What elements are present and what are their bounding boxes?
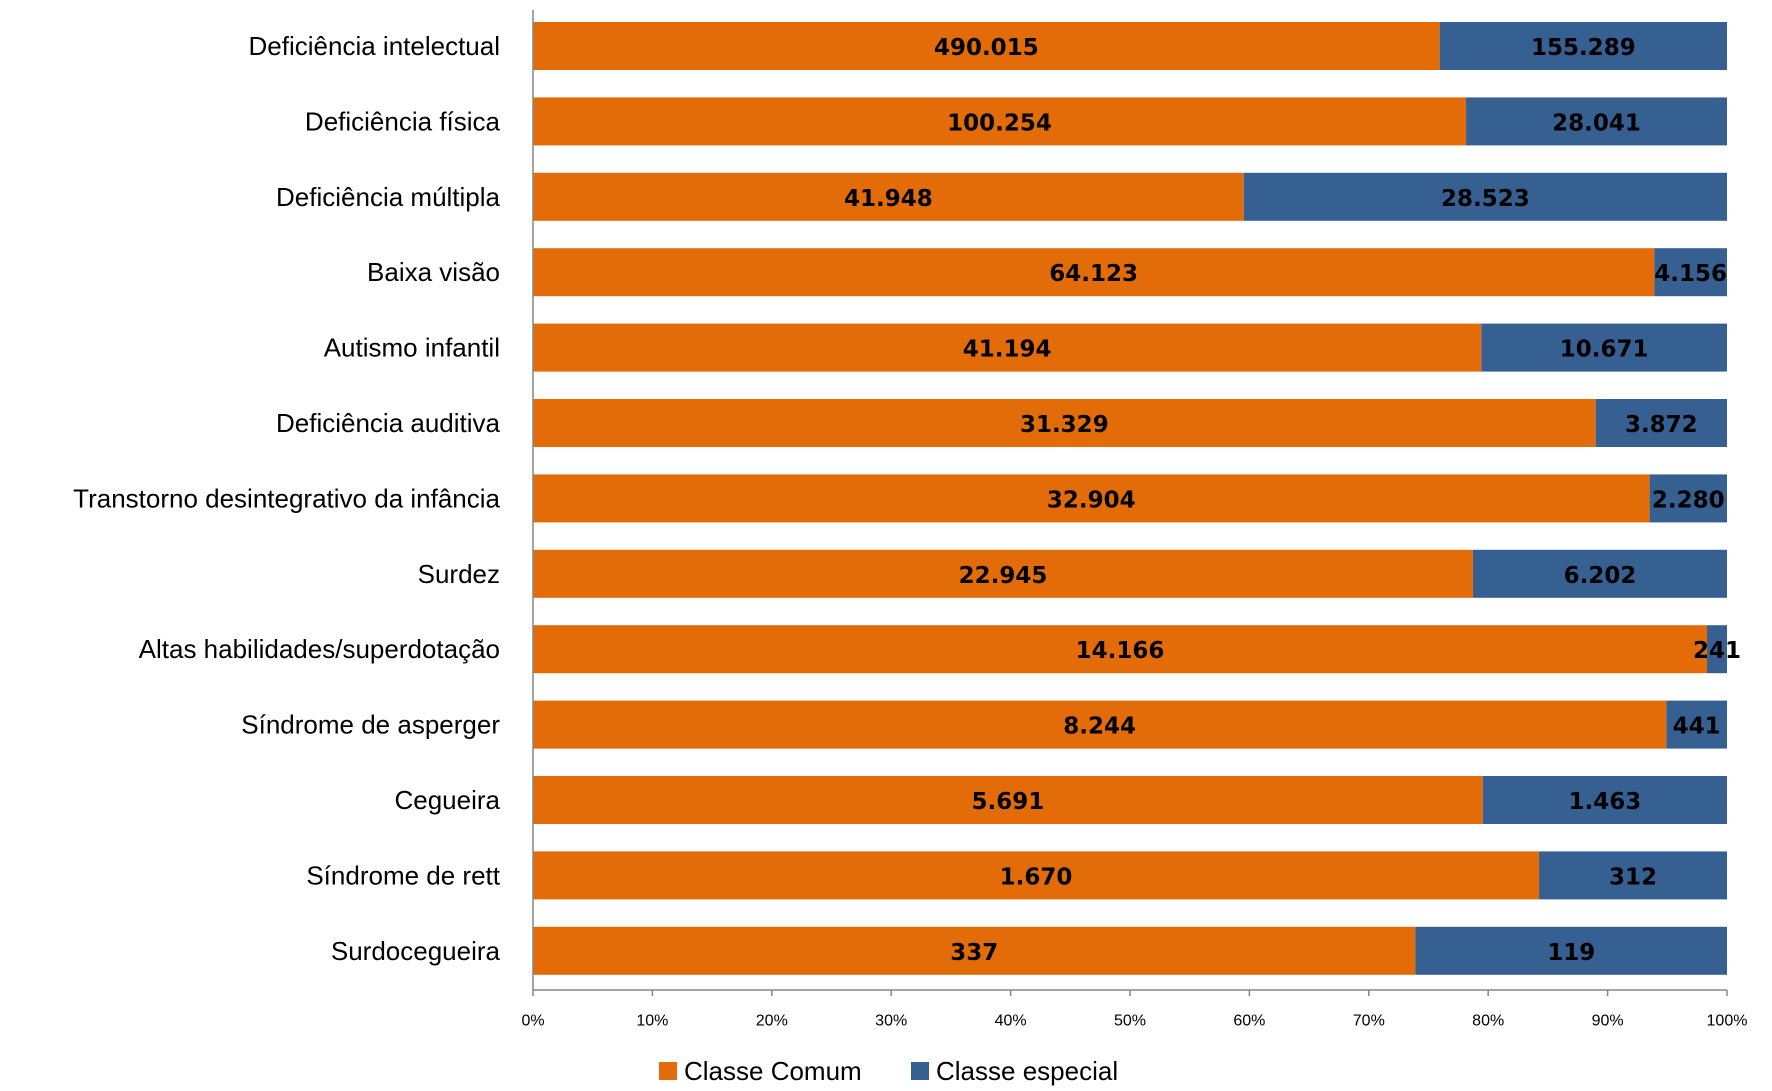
category-label-deficiencia-multipla: Deficiência múltipla bbox=[276, 182, 501, 212]
x-tick-label-1: 10% bbox=[636, 1013, 668, 1030]
category-label-baixa-visao: Baixa visão bbox=[367, 257, 500, 287]
x-tick-label-0: 0% bbox=[521, 1013, 544, 1030]
bar-classe-comum-deficiencia-multipla bbox=[533, 172, 1244, 221]
data-label-classe-comum-surdocegueira: 337 bbox=[950, 940, 998, 966]
bar-classe-especial-surdocegueira bbox=[1415, 926, 1727, 975]
bar-classe-especial-deficiencia-auditiva bbox=[1595, 399, 1727, 447]
legend-swatch-classe-comum bbox=[659, 1062, 677, 1080]
category-label-surdez: Surdez bbox=[418, 559, 500, 589]
x-tick-label-10: 100% bbox=[1707, 1013, 1748, 1030]
data-label-classe-especial-surdocegueira: 119 bbox=[1547, 940, 1595, 966]
bar-classe-comum-deficiencia-fisica bbox=[533, 97, 1467, 146]
data-label-classe-especial-surdez: 6.202 bbox=[1564, 563, 1637, 589]
bar-classe-especial-deficiencia-fisica bbox=[1466, 97, 1727, 146]
category-label-sindrome-de-asperger: Síndrome de asperger bbox=[241, 710, 500, 740]
data-label-classe-comum-autismo-infantil: 41.194 bbox=[963, 337, 1052, 363]
bar-classe-comum-altas-habilidades-superdotacao bbox=[533, 625, 1708, 674]
legend-label-classe-comum: Classe Comum bbox=[684, 1056, 862, 1086]
bar-classe-especial-deficiencia-intelectual bbox=[1439, 22, 1727, 70]
data-label-classe-comum-surdez: 22.945 bbox=[959, 563, 1048, 589]
bars bbox=[533, 22, 1727, 975]
x-tick-label-6: 60% bbox=[1233, 1013, 1265, 1030]
data-label-classe-especial-sindrome-de-asperger: 441 bbox=[1673, 714, 1721, 740]
data-label-classe-especial-cegueira: 1.463 bbox=[1569, 789, 1642, 815]
x-tick-label-7: 70% bbox=[1353, 1013, 1385, 1030]
data-label-classe-comum-deficiencia-fisica: 100.254 bbox=[947, 110, 1052, 136]
category-label-deficiencia-intelectual: Deficiência intelectual bbox=[249, 31, 500, 61]
data-label-classe-comum-altas-habilidades-superdotacao: 14.166 bbox=[1076, 638, 1165, 664]
x-tick-label-9: 90% bbox=[1592, 1013, 1624, 1030]
bar-classe-comum-surdocegueira bbox=[533, 926, 1416, 975]
bar-classe-comum-sindrome-de-asperger bbox=[533, 700, 1667, 749]
legend-swatch-classe-especial bbox=[911, 1062, 929, 1080]
x-axis-ticks: 0% 10% 20% 30% 40% 50% 60% 70% 80% 90% 100% bbox=[521, 990, 1747, 1030]
x-tick-label-4: 40% bbox=[995, 1013, 1027, 1030]
data-label-classe-especial-autismo-infantil: 10.671 bbox=[1560, 337, 1649, 363]
x-tick-label-2: 20% bbox=[756, 1013, 788, 1030]
bar-classe-especial-transtorno-desintegrativo-da-infancia bbox=[1649, 474, 1727, 523]
category-label-altas-habilidades-superdotacao: Altas habilidades/superdotação bbox=[139, 634, 500, 664]
bar-classe-especial-cegueira bbox=[1482, 776, 1727, 824]
x-tick-label-8: 80% bbox=[1472, 1013, 1504, 1030]
bar-classe-especial-altas-habilidades-superdotacao bbox=[1707, 625, 1727, 674]
bar-classe-especial-baixa-visao bbox=[1654, 248, 1727, 297]
data-label-classe-especial-deficiencia-auditiva: 3.872 bbox=[1625, 412, 1698, 438]
x-tick-label-5: 50% bbox=[1114, 1013, 1146, 1030]
data-label-classe-comum-cegueira: 5.691 bbox=[972, 789, 1045, 815]
bar-classe-comum-sindrome-de-rett bbox=[533, 851, 1540, 900]
category-label-deficiencia-fisica: Deficiência física bbox=[305, 106, 501, 136]
category-label-surdocegueira: Surdocegueira bbox=[331, 936, 501, 966]
data-label-classe-comum-sindrome-de-asperger: 8.244 bbox=[1063, 714, 1136, 740]
x-tick-label-3: 30% bbox=[875, 1013, 907, 1030]
category-label-cegueira: Cegueira bbox=[394, 785, 500, 815]
category-label-sindrome-de-rett: Síndrome de rett bbox=[306, 860, 500, 890]
data-label-classe-especial-transtorno-desintegrativo-da-infancia: 2.280 bbox=[1652, 487, 1725, 513]
bar-classe-especial-autismo-infantil bbox=[1481, 323, 1727, 372]
legend-label-classe-especial: Classe especial bbox=[936, 1056, 1118, 1086]
bar-classe-comum-deficiencia-auditiva bbox=[533, 399, 1596, 447]
data-label-classe-especial-deficiencia-intelectual: 155.289 bbox=[1531, 35, 1636, 61]
category-label-autismo-infantil: Autismo infantil bbox=[324, 333, 500, 363]
category-labels: Deficiência intelectual Deficiência físic… bbox=[73, 31, 501, 966]
legend: Classe Comum Classe especial bbox=[659, 1056, 1118, 1086]
data-label-classe-especial-deficiencia-fisica: 28.041 bbox=[1552, 110, 1641, 136]
bar-classe-comum-surdez bbox=[533, 549, 1473, 598]
bar-classe-comum-cegueira bbox=[533, 776, 1483, 824]
bar-classe-especial-surdez bbox=[1472, 549, 1727, 598]
category-label-deficiencia-auditiva: Deficiência auditiva bbox=[276, 408, 501, 438]
data-label-classe-comum-deficiencia-intelectual: 490.015 bbox=[934, 35, 1039, 61]
data-label-classe-comum-transtorno-desintegrativo-da-infancia: 32.904 bbox=[1047, 487, 1136, 513]
bar-classe-especial-sindrome-de-asperger bbox=[1666, 700, 1727, 749]
data-label-classe-especial-deficiencia-multipla: 28.523 bbox=[1441, 186, 1530, 212]
bar-classe-especial-sindrome-de-rett bbox=[1539, 851, 1727, 900]
data-label-classe-comum-sindrome-de-rett: 1.670 bbox=[1000, 864, 1073, 890]
bar-classe-comum-deficiencia-intelectual bbox=[533, 22, 1440, 70]
bar-classe-comum-transtorno-desintegrativo-da-infancia bbox=[533, 474, 1650, 523]
category-label-transtorno-desintegrativo-da-infancia: Transtorno desintegrativo da infância bbox=[73, 483, 500, 513]
data-label-classe-comum-baixa-visao: 64.123 bbox=[1049, 261, 1138, 287]
bar-classe-comum-baixa-visao bbox=[533, 248, 1655, 297]
data-labels: 490.015 155.289 100.254 28.041 41.948 28.523 6… bbox=[844, 35, 1741, 966]
bar-classe-especial-deficiencia-multipla bbox=[1243, 172, 1727, 221]
data-label-classe-especial-baixa-visao: 4.156 bbox=[1654, 261, 1727, 287]
data-label-classe-comum-deficiencia-multipla: 41.948 bbox=[844, 186, 933, 212]
data-label-classe-especial-altas-habilidades-superdotacao: 241 bbox=[1693, 638, 1741, 664]
data-label-classe-comum-deficiencia-auditiva: 31.329 bbox=[1020, 412, 1109, 438]
data-label-classe-especial-sindrome-de-rett: 312 bbox=[1609, 864, 1657, 890]
bar-classe-comum-autismo-infantil bbox=[533, 323, 1482, 372]
